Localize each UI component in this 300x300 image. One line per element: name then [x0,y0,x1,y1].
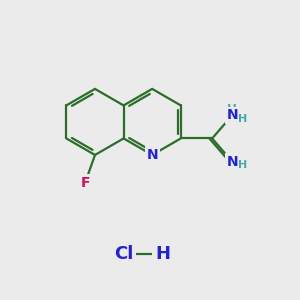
Text: Cl: Cl [114,245,134,263]
Text: N: N [226,154,238,169]
Text: H: H [238,160,248,170]
Text: H: H [238,114,248,124]
Text: N: N [226,108,238,122]
Text: F: F [80,176,90,190]
Text: H: H [155,245,170,263]
Text: H: H [227,103,237,116]
Text: N: N [146,148,158,162]
